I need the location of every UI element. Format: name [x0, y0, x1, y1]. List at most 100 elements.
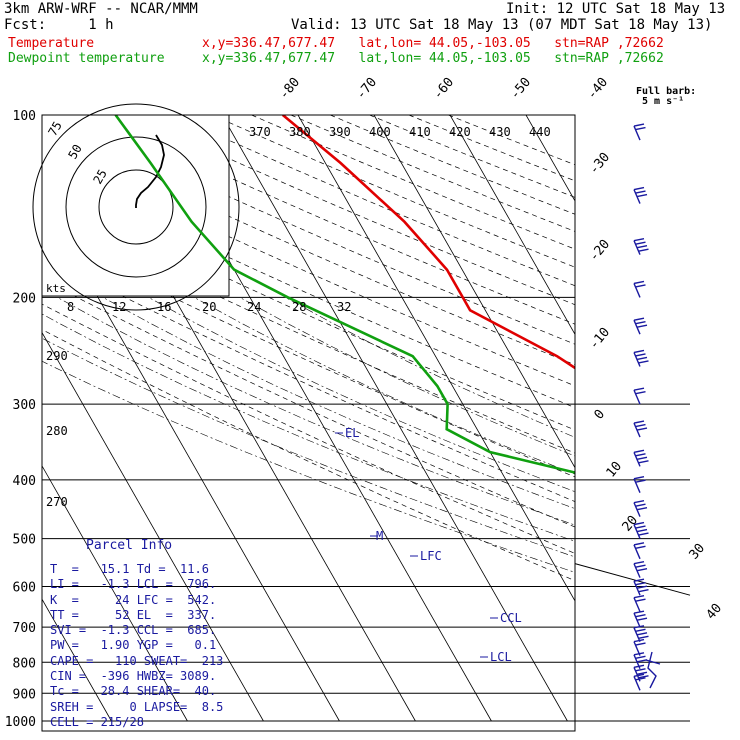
wind-barb-feather: [636, 244, 648, 249]
wind-barb-feather: [633, 594, 645, 599]
moist-adiabat: [194, 297, 575, 475]
parcel-info-row: Tc = 28.4 SHEAR= 40.: [50, 684, 217, 699]
theta-e-label: 270: [46, 495, 68, 509]
isotherm-line: [42, 465, 188, 722]
wind-barb-feather: [633, 123, 645, 127]
theta-e-label: 280: [46, 424, 68, 438]
wind-barb-feather: [633, 664, 645, 668]
isotherm-line: [678, 115, 740, 721]
isotherm-line: [373, 115, 575, 469]
wind-barb-feather: [638, 675, 649, 679]
wind-barb-feather: [638, 532, 649, 536]
hodograph-ring-75: [32, 103, 240, 311]
wind-barb-feather: [635, 321, 646, 325]
wind-barb: [633, 280, 646, 298]
isotherm-label-right: 30: [687, 541, 709, 563]
wind-barb-feather: [633, 387, 645, 391]
wind-barb-feather: [633, 349, 645, 354]
wind-barb: [633, 420, 648, 438]
dewpoint-legend-label: Dewpoint temperature: [8, 51, 165, 66]
hodograph-axis-label: 24: [247, 300, 261, 314]
dry-adiabat: [42, 329, 575, 582]
isotherm-line: [42, 598, 112, 722]
hodograph-ring-label: 25: [90, 167, 109, 187]
wind-barb-feather: [635, 525, 646, 529]
moist-adiabat: [102, 297, 575, 509]
theta-label: 400: [369, 125, 391, 139]
wind-barb-feather: [636, 528, 648, 533]
parcel-info-row: T = 15.1 Td = 11.6: [50, 562, 209, 576]
hodograph-trace: [135, 134, 165, 208]
wind-barbs: [633, 123, 661, 691]
wind-barb-feather: [633, 186, 645, 191]
plot-frame: [41, 114, 576, 732]
wind-barb-feather: [636, 617, 648, 621]
parcel-info-row: K = 24 LFC = 542.: [50, 592, 217, 607]
wind-barb-staff: [633, 597, 641, 612]
level-marker-lfc: LFC: [420, 549, 442, 563]
wind-barb-feather: [636, 506, 648, 511]
wind-barb-feather: [633, 449, 645, 454]
dry-adiabat: [408, 115, 575, 182]
parcel-info-rows: T = 15.1 Td = 11.6 LI = -1.3 LCL = 796. K …: [50, 562, 223, 730]
wind-barb-feather: [633, 542, 645, 546]
wind-barb: [633, 237, 649, 255]
sounding-series: [114, 115, 575, 474]
moist-adiabat: [148, 297, 575, 493]
hodograph-ring-50: [65, 136, 207, 278]
temperature-legend-label: Temperature: [8, 36, 95, 51]
wind-barb-feather: [633, 237, 645, 242]
wind-barb: [633, 499, 648, 517]
hodograph-ring-label: 75: [45, 119, 64, 139]
temperature-profile: [281, 115, 575, 370]
wind-barb: [633, 449, 649, 467]
wind-barb-staff: [633, 676, 641, 691]
dry-adiabat: [42, 167, 575, 409]
parcel-info-row: CIN = -396 HWBZ= 3089.: [50, 669, 217, 684]
wind-barb-feather: [635, 582, 646, 586]
wind-barb-feather: [635, 241, 646, 245]
calm-wind-barb: [645, 651, 661, 689]
wind-barb: [633, 578, 649, 596]
init-time: Init: 12 UTC Sat 18 May 13: [506, 1, 726, 17]
dewpoint-legend-info: x,y=336.47,677.47 lat,lon= 44.05,-103.05…: [202, 51, 664, 66]
hodograph-axis-label: 20: [202, 300, 216, 314]
pressure-tick-label: 700: [13, 621, 36, 636]
barb-note-line2: 5 m s⁻¹: [642, 96, 684, 107]
wind-barb: [633, 560, 648, 578]
model-title: 3km ARW-WRF -- NCAR/MMM: [4, 1, 198, 17]
dry-adiabat: [42, 127, 575, 366]
wind-barb: [633, 594, 646, 612]
wind-barb-staff: [633, 544, 641, 560]
dry-adiabat: [212, 115, 575, 268]
wind-barb-feather: [633, 638, 645, 643]
wind-barb-feather: [633, 420, 645, 424]
dry-adiabat: [42, 147, 575, 387]
hodograph-unit-label: kts: [46, 282, 66, 295]
parcel-info-title: Parcel Info: [86, 538, 173, 553]
theta-label: 430: [489, 125, 511, 139]
isotherm-label-right: 0: [592, 407, 609, 423]
parcel-info-row: CAPE = 110 SWEAT= 213: [50, 653, 224, 668]
wind-barb-feather: [635, 613, 646, 618]
theta-label: 370: [249, 125, 271, 139]
theta-label: 380: [289, 125, 311, 139]
pressure-tick-label: 300: [13, 398, 36, 413]
isotherm-line: [42, 331, 264, 722]
isotherm-label-top: -50: [508, 75, 535, 103]
wind-barb-feather: [635, 564, 646, 568]
wind-barb-feather: [633, 476, 645, 480]
wind-barb-feather: [635, 126, 646, 131]
wind-barb-feather: [633, 317, 645, 321]
wind-barb-feather: [635, 642, 646, 646]
isotherm-label-top: -60: [431, 75, 458, 103]
wind-barb-feather: [638, 635, 649, 639]
isotherm-label-right: -10: [587, 325, 614, 353]
wind-barb-feather: [633, 625, 645, 629]
hodograph-axis-label: 16: [157, 300, 171, 314]
wind-barb: [633, 186, 648, 204]
wind-barb-feather: [636, 671, 648, 675]
wind-barb-feather: [633, 578, 645, 582]
